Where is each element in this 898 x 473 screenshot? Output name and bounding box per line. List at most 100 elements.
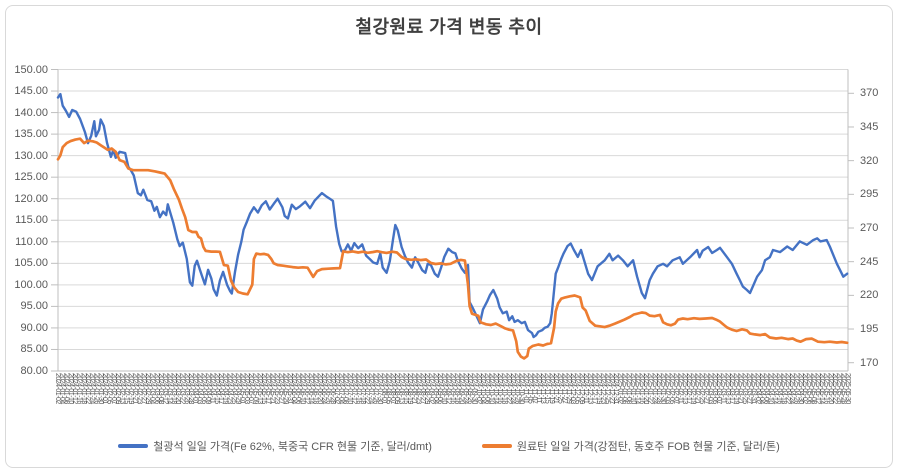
- x-axis-date-label: 2024-09-26: [466, 373, 474, 404]
- y-axis-right-label: 320: [860, 154, 879, 167]
- coking-coal-series-line: [56, 137, 849, 360]
- x-axis-date-label: 2024-07-18: [358, 373, 366, 404]
- x-axis-date-label: 2024-11-11: [534, 373, 542, 403]
- x-axis-date-label: 2024-12-27: [607, 373, 615, 404]
- coking-coal-legend-label: 원료탄 일일 가격(강점탄, 동호주 FOB 현물 기준, 달러/톤): [516, 441, 780, 453]
- x-axis-date-label: 2024-05-03: [242, 373, 250, 404]
- x-axis-date-label: 2024-10-30: [517, 373, 525, 404]
- x-axis-date-label: 2024-10-10: [487, 373, 495, 404]
- x-axis-date-label: 2024-05-27: [277, 373, 285, 404]
- x-axis-date-label: 2025-03-19: [732, 373, 740, 404]
- x-axis-date-label: 2024-11-05: [526, 373, 534, 404]
- x-axis-date-label: 2025-03-11: [719, 373, 727, 404]
- x-axis-date-label: 2024-02-21: [131, 373, 139, 404]
- x-axis-date-label: 2024-10-22: [504, 373, 512, 404]
- x-axis-date-label: 2024-06-14: [307, 373, 315, 404]
- x-axis-date-label: 2024-10-28: [513, 373, 521, 404]
- x-axis-date-label: 2024-09-04: [431, 373, 439, 404]
- iron-ore-line-swatch: [118, 444, 149, 448]
- x-axis-date-label: 2024-08-01: [380, 373, 388, 404]
- x-axis-date-label: 2025-03-25: [740, 373, 748, 404]
- x-axis-date-label: 2024-08-09: [393, 373, 401, 404]
- x-axis-date-label: 2024-04-29: [234, 373, 242, 404]
- y-axis-left-label: 105.00: [14, 257, 48, 270]
- x-axis-date-label: 2025-05-08: [809, 373, 817, 404]
- y-axis-left-label: 90.00: [20, 321, 48, 334]
- x-axis-date-label: 2025-03-31: [749, 373, 757, 404]
- x-axis-date-label: 2024-08-27: [418, 373, 426, 404]
- x-axis-date-label: 2024-06-24: [320, 373, 328, 404]
- x-axis-date-label: 2024-06-26: [324, 373, 332, 404]
- chart-frame: [5, 5, 893, 468]
- x-axis-date-label: 2024-12-17: [590, 373, 598, 404]
- x-axis-date-label: 2024-04-23: [225, 373, 233, 404]
- x-axis-date-label: 2024-04-25: [230, 373, 238, 404]
- legend: 철광석 일일 가격(Fe 62%, 북중국 CFR 현물 기준, 달러/dmt)…: [0, 438, 898, 454]
- x-axis-date-label: 2024-12-31: [612, 373, 620, 404]
- x-axis-date-label: 2024-07-10: [345, 373, 353, 404]
- y-axis-left-label: 85.00: [20, 343, 48, 356]
- x-axis-date-label: 2024-08-29: [423, 373, 431, 404]
- x-axis-date-label: 2024-05-09: [251, 373, 259, 404]
- x-axis-date-label: 2024-01-30: [96, 373, 104, 404]
- x-axis-date-label: 2024-03-28: [187, 373, 195, 404]
- y-axis-right-label: 270: [860, 222, 879, 234]
- x-axis-date-label: 2024-05-17: [264, 373, 272, 404]
- x-axis-date-label: 2025-01-30: [659, 373, 667, 404]
- x-axis-date-label: 2024-01-24: [88, 373, 96, 404]
- x-axis-date-label: 2024-09-24: [461, 373, 469, 404]
- x-axis-date-label: 2025-02-19: [689, 373, 697, 404]
- y-axis-left-label: 95.00: [20, 300, 48, 313]
- x-axis-date-label: 2024-07-26: [371, 373, 379, 404]
- x-axis-date-label: 2025-03-05: [710, 373, 718, 404]
- x-axis-date-label: 2024-09-16: [449, 373, 456, 404]
- x-axis-date-label: 2024-02-05: [105, 373, 113, 404]
- x-axis-date-label: 2024-04-03: [195, 373, 203, 404]
- x-axis-date-label: 2025-01-20: [642, 373, 650, 404]
- x-axis-date-label: 2024-12-23: [599, 373, 607, 404]
- y-axis-left-label: 100.00: [14, 278, 48, 291]
- x-axis-date-label: 2025-01-02: [616, 373, 624, 404]
- x-axis-date-label: 2024-08-23: [414, 373, 422, 404]
- x-axis-date-label: 2025-02-03: [663, 373, 671, 404]
- x-axis-date-label: 2024-04-17: [217, 373, 225, 404]
- x-axis-date-label: 2024-02-29: [144, 373, 152, 404]
- y-axis-right-label: 370: [860, 87, 879, 100]
- x-axis-date-label: 2024-06-04: [290, 373, 298, 404]
- x-axis-date-label: 2025-03-03: [706, 373, 714, 404]
- x-axis-date-label: 2024-09-06: [436, 373, 444, 404]
- x-axis-date-label: 2024-10-08: [483, 373, 491, 404]
- x-axis-date-label: 2024-07-02: [333, 373, 341, 404]
- x-axis-date-label: 2024-12-11: [582, 373, 590, 404]
- x-axis-date-label: 2024-10-18: [500, 373, 508, 404]
- x-axis-date-label: 2024-01-26: [92, 373, 100, 404]
- x-axis-date-label: 2024-05-15: [260, 373, 268, 404]
- x-axis-date-label: 2025-03-21: [736, 373, 744, 404]
- x-axis-date-label: 2024-04-05: [199, 373, 207, 404]
- x-axis-date-label: 2025-01-24: [650, 373, 658, 404]
- legend-item-iron-ore: 철광석 일일 가격(Fe 62%, 북중국 CFR 현물 기준, 달러/dmt): [118, 438, 432, 454]
- x-axis-date-label: 2024-07-08: [341, 373, 349, 404]
- x-axis-date-label: 2025-04-02: [753, 373, 761, 404]
- x-axis-date-label: 2025-02-07: [672, 373, 680, 404]
- x-axis-date-label: 2024-12-09: [577, 373, 585, 404]
- x-axis-date-label: 2024-02-13: [118, 373, 126, 404]
- x-axis-date-label: 2025-02-25: [698, 373, 706, 404]
- x-axis-date-label: 2024-10-02: [474, 373, 482, 404]
- y-axis-left-label: 120.00: [14, 192, 48, 205]
- x-axis-date-label: 2024-12-05: [573, 373, 581, 404]
- x-axis-date-label: 2025-05-14: [818, 373, 826, 404]
- x-axis-date-label: 2024-11-29: [564, 373, 572, 404]
- x-axis-date-label: 2024-12-13: [586, 373, 594, 404]
- x-axis-date-label: 2024-09-02: [427, 373, 435, 404]
- x-axis-date-label: 2024-08-19: [406, 373, 414, 404]
- x-axis-date-label: 2025-05-28: [839, 373, 847, 404]
- x-axis-date-label: 2024-05-07: [247, 373, 255, 404]
- x-axis-date-label: 2024-10-04: [479, 373, 487, 404]
- y-axis-right-label: 195: [860, 323, 879, 336]
- x-axis-date-label: 2024-03-14: [165, 373, 173, 404]
- x-axis-date-label: 2024-10-24: [509, 373, 517, 404]
- x-axis-date-label: 2024-09-10: [440, 373, 448, 404]
- x-axis-date-label: 2025-02-17: [685, 373, 693, 404]
- x-axis-date-label: 2024-05-23: [272, 373, 280, 404]
